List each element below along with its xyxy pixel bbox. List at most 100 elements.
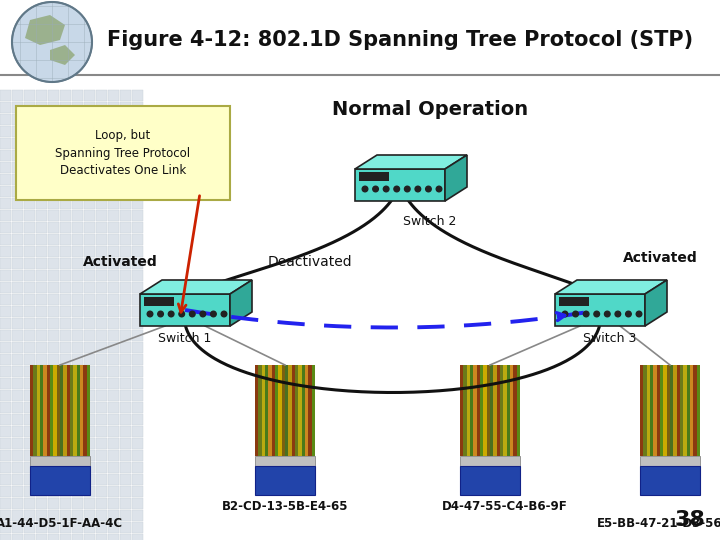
Bar [24, 222, 35, 233]
Bar [493, 365, 497, 456]
Bar [48, 198, 59, 209]
Bar [84, 306, 95, 317]
Circle shape [626, 311, 631, 317]
Bar [96, 90, 107, 101]
Bar [132, 270, 143, 281]
Bar [96, 450, 107, 461]
Bar [60, 438, 71, 449]
Bar [261, 365, 265, 456]
Bar [120, 402, 131, 413]
Bar [24, 366, 35, 377]
Bar [86, 365, 90, 456]
Bar [72, 342, 83, 353]
Text: A1-44-D5-1F-AA-4C: A1-44-D5-1F-AA-4C [0, 517, 124, 530]
Bar [677, 365, 680, 456]
Bar [48, 126, 59, 137]
Bar [0, 342, 11, 353]
Bar [36, 138, 47, 149]
Bar [132, 474, 143, 485]
Bar [36, 342, 47, 353]
Bar [0, 90, 11, 101]
Bar [60, 462, 71, 473]
Bar [72, 198, 83, 209]
Bar [24, 486, 35, 497]
Bar [108, 378, 119, 389]
FancyBboxPatch shape [16, 106, 230, 200]
Bar [12, 474, 23, 485]
Bar [96, 438, 107, 449]
Circle shape [168, 311, 174, 317]
Bar [12, 378, 23, 389]
Bar [0, 450, 11, 461]
Bar [285, 365, 288, 456]
Polygon shape [645, 280, 667, 326]
Bar [24, 330, 35, 341]
Bar [67, 365, 70, 456]
Circle shape [373, 186, 379, 192]
Bar [48, 486, 59, 497]
Bar [12, 414, 23, 425]
Bar [120, 294, 131, 305]
Bar [48, 450, 59, 461]
Bar [24, 342, 35, 353]
Bar [60, 318, 71, 329]
Bar [120, 354, 131, 365]
Bar [84, 162, 95, 173]
Bar [132, 450, 143, 461]
Bar [0, 222, 11, 233]
Bar [640, 466, 700, 495]
Bar [96, 102, 107, 113]
Bar [60, 258, 71, 269]
Bar [12, 390, 23, 401]
Bar [48, 306, 59, 317]
Bar [84, 510, 95, 521]
Bar [132, 186, 143, 197]
Bar [120, 222, 131, 233]
Bar [96, 234, 107, 245]
Text: Switch 2: Switch 2 [403, 215, 456, 228]
Bar [464, 365, 467, 456]
Bar [84, 534, 95, 540]
Bar [96, 318, 107, 329]
Bar [255, 466, 315, 495]
Bar [0, 150, 11, 161]
Bar [84, 354, 95, 365]
Bar [30, 365, 33, 456]
Bar [96, 126, 107, 137]
Bar [120, 126, 131, 137]
Bar [24, 174, 35, 185]
Bar [24, 522, 35, 533]
Bar [120, 462, 131, 473]
Bar [84, 438, 95, 449]
Bar [132, 366, 143, 377]
Bar [36, 534, 47, 540]
Bar [473, 365, 477, 456]
Bar [36, 90, 47, 101]
Bar [108, 390, 119, 401]
Bar [36, 270, 47, 281]
Bar [72, 306, 83, 317]
Bar [72, 414, 83, 425]
Bar [0, 138, 11, 149]
Bar [24, 234, 35, 245]
Bar [48, 102, 59, 113]
Bar [132, 258, 143, 269]
Bar [305, 365, 308, 456]
Bar [0, 258, 11, 269]
Bar [132, 126, 143, 137]
Bar [12, 198, 23, 209]
Bar [96, 294, 107, 305]
Bar [108, 498, 119, 509]
Bar [132, 330, 143, 341]
Bar [477, 365, 480, 456]
Bar [500, 365, 503, 456]
Bar [48, 498, 59, 509]
Bar [359, 172, 389, 181]
Bar [0, 102, 11, 113]
Bar [12, 282, 23, 293]
Bar [132, 114, 143, 125]
Bar [132, 222, 143, 233]
Bar [84, 474, 95, 485]
Bar [36, 354, 47, 365]
Bar [47, 365, 50, 456]
